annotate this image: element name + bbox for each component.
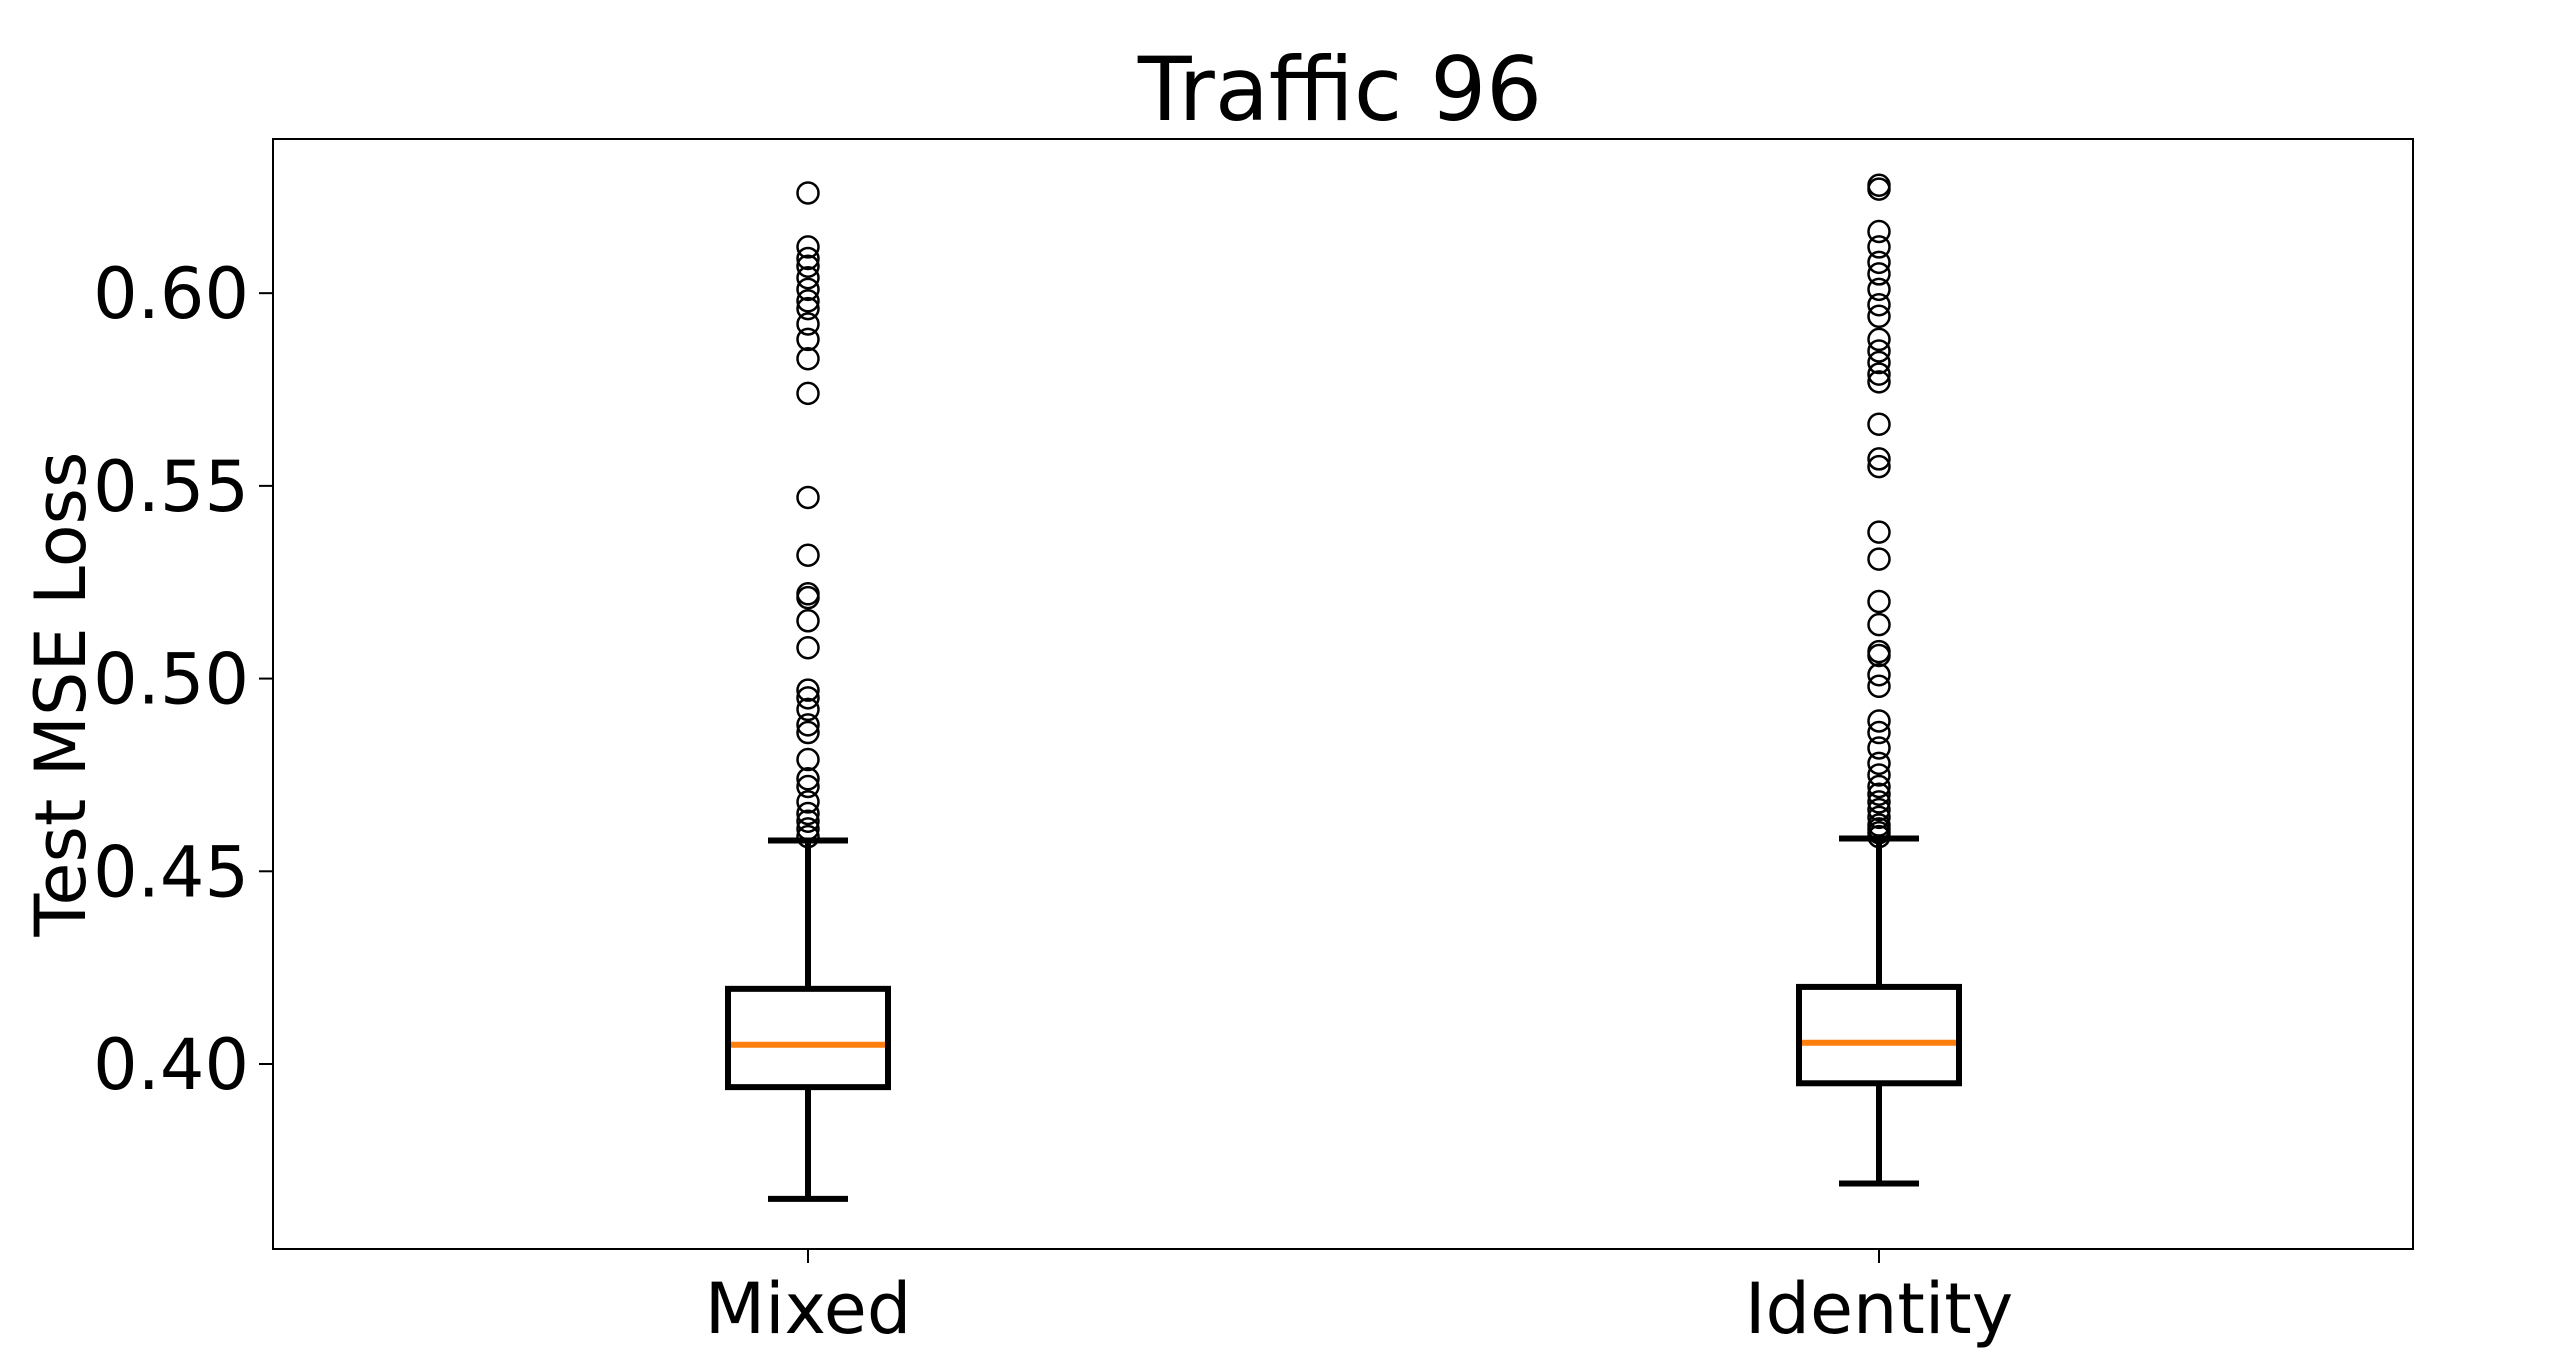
outlier-point xyxy=(796,485,820,510)
plot-area xyxy=(272,138,2414,1250)
y-axis-label: Test MSE Loss xyxy=(20,452,102,938)
outlier-point xyxy=(1867,235,1891,259)
outlier-point xyxy=(796,246,820,271)
outlier-point xyxy=(1867,454,1891,479)
box-iqr xyxy=(725,985,891,1091)
outlier-point xyxy=(796,790,820,814)
outlier-point xyxy=(1867,447,1891,471)
outlier-point xyxy=(796,277,820,302)
outlier-point xyxy=(796,327,820,352)
outlier-point xyxy=(796,697,820,722)
y-tick-label: 0.50 xyxy=(93,639,249,721)
outlier-point xyxy=(796,181,820,205)
outlier-point xyxy=(796,824,820,849)
outlier-point xyxy=(1867,412,1891,436)
outlier-point xyxy=(796,296,820,321)
outlier-point xyxy=(796,312,820,336)
outlier-point xyxy=(796,678,820,702)
x-tick-label: Mixed xyxy=(705,1268,912,1350)
outlier-point xyxy=(796,289,820,313)
outlier-point xyxy=(1867,805,1891,830)
outlier-point xyxy=(796,774,820,799)
box-mixed xyxy=(725,181,891,1202)
outlier-point xyxy=(796,686,820,710)
outlier-point xyxy=(1867,262,1891,286)
box-identity xyxy=(1796,173,1962,1187)
outlier-point xyxy=(1867,589,1891,614)
outlier-point xyxy=(1867,774,1891,799)
outlier-point xyxy=(1867,327,1891,352)
outlier-point xyxy=(1867,824,1891,849)
outlier-point xyxy=(796,636,820,660)
outlier-point xyxy=(1867,662,1891,687)
outlier-point xyxy=(1867,674,1891,699)
outlier-point xyxy=(1867,339,1891,363)
outlier-point xyxy=(1867,709,1891,733)
y-tick-label: 0.40 xyxy=(93,1024,249,1106)
outlier-point xyxy=(796,713,820,737)
outlier-point xyxy=(1867,292,1891,317)
outlier-point xyxy=(1867,720,1891,745)
outlier-point xyxy=(796,254,820,278)
outlier-point xyxy=(1867,612,1891,637)
box-plot-series xyxy=(725,173,1962,1202)
outlier-point xyxy=(1867,736,1891,760)
outlier-point xyxy=(796,801,820,826)
outlier-point xyxy=(1867,797,1891,822)
outlier-point xyxy=(796,266,820,290)
outlier-point xyxy=(796,235,820,259)
outlier-point xyxy=(796,543,820,567)
outlier-point xyxy=(1867,643,1891,668)
y-tick-label: 0.55 xyxy=(93,446,249,528)
outlier-point xyxy=(796,381,820,406)
outlier-point xyxy=(796,346,820,371)
outlier-point xyxy=(796,609,820,633)
box-iqr xyxy=(1796,983,1962,1087)
outlier-point xyxy=(796,809,820,833)
outlier-point xyxy=(1867,370,1891,394)
y-tick-label: 0.45 xyxy=(93,831,249,913)
outlier-point xyxy=(1867,304,1891,329)
outlier-point xyxy=(1867,763,1891,787)
outlier-point xyxy=(1867,790,1891,814)
outlier-point xyxy=(1867,782,1891,806)
outlier-point xyxy=(1867,350,1891,375)
outlier-point xyxy=(1867,219,1891,244)
outlier-point xyxy=(1867,362,1891,386)
outlier-point xyxy=(796,720,820,745)
outlier-point xyxy=(1867,277,1891,302)
chart-title: Traffic 96 xyxy=(1137,38,1542,141)
outlier-point xyxy=(796,767,820,791)
outlier-point xyxy=(1867,177,1891,201)
outlier-point xyxy=(796,747,820,772)
outlier-point xyxy=(1867,751,1891,776)
outlier-point xyxy=(1867,250,1891,275)
y-axis: 0.40 0.45 0.50 0.55 0.60 xyxy=(93,253,273,1106)
outlier-point xyxy=(796,585,820,610)
x-axis: Mixed Identity xyxy=(705,1249,2013,1350)
x-tick-label: Identity xyxy=(1745,1268,2013,1350)
outlier-point xyxy=(1867,520,1891,544)
outlier-point xyxy=(1867,547,1891,571)
y-tick-label: 0.60 xyxy=(93,253,249,335)
outlier-point xyxy=(796,817,820,841)
